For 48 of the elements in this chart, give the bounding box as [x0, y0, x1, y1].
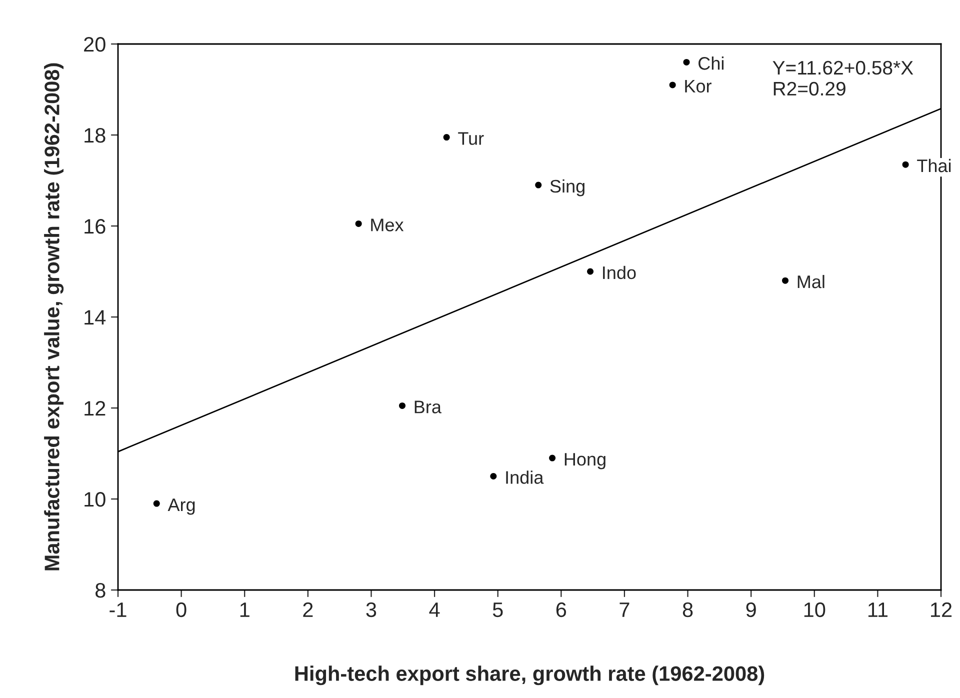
point: [153, 500, 160, 507]
point: [443, 134, 450, 141]
y-tick-label: 10: [84, 492, 106, 507]
point: [902, 161, 909, 168]
x-tick-label: 6: [556, 602, 566, 618]
annotation: India: [506, 470, 544, 484]
x-tick-label: 10: [804, 602, 826, 618]
annotation: Sing: [550, 179, 584, 196]
y-tick-label: 16: [84, 219, 106, 234]
y-tick-label: 12: [84, 401, 106, 416]
y-tick-label: 14: [84, 310, 106, 325]
point: [669, 82, 676, 88]
y-tick-label: 18: [84, 128, 106, 143]
point: [549, 454, 556, 462]
x-tick-label: 4: [429, 602, 440, 617]
annotation: Thai: [917, 158, 951, 172]
x-tick-label: 3: [366, 602, 376, 618]
annotation: Kor: [685, 80, 712, 93]
x-tick-label: -1: [110, 602, 126, 617]
point: [587, 268, 594, 275]
point: [355, 220, 362, 227]
point: [683, 58, 690, 66]
point: [782, 277, 789, 284]
x-tick-label: 11: [868, 602, 888, 617]
point: [490, 472, 497, 480]
annotation: Chi: [698, 56, 724, 70]
annotation: Y=11.62+0.58*X R2=0.29: [772, 60, 914, 96]
x-tick-label: 1: [240, 602, 250, 617]
point: [398, 402, 406, 409]
x-tick-label: 5: [492, 602, 503, 618]
annotation: Indo: [603, 266, 636, 280]
x-tick-label: 8: [682, 602, 693, 618]
annotation: Mal: [798, 274, 824, 288]
annotation: Hong: [564, 453, 606, 470]
x-tick-label: 0: [176, 602, 186, 618]
x-tick-label: 7: [620, 602, 630, 617]
x-tick-label: 9: [746, 602, 756, 618]
x-tick-label: 2: [303, 602, 313, 617]
y-tick-label: 20: [84, 37, 106, 52]
x-tick-label: 12: [931, 602, 952, 617]
point: [535, 182, 542, 188]
annotation: Arg: [168, 498, 195, 515]
y-axis-title: Manufactured export value, growth rate (1962-2008): [44, 63, 64, 570]
annotation: Tur: [458, 132, 484, 145]
x-axis-title: High-tech export share, growth rate (1962-2008): [295, 666, 764, 686]
annotation: Bra: [414, 400, 442, 414]
y-tick-label: 8: [96, 583, 106, 598]
annotation: Mex: [371, 218, 404, 232]
